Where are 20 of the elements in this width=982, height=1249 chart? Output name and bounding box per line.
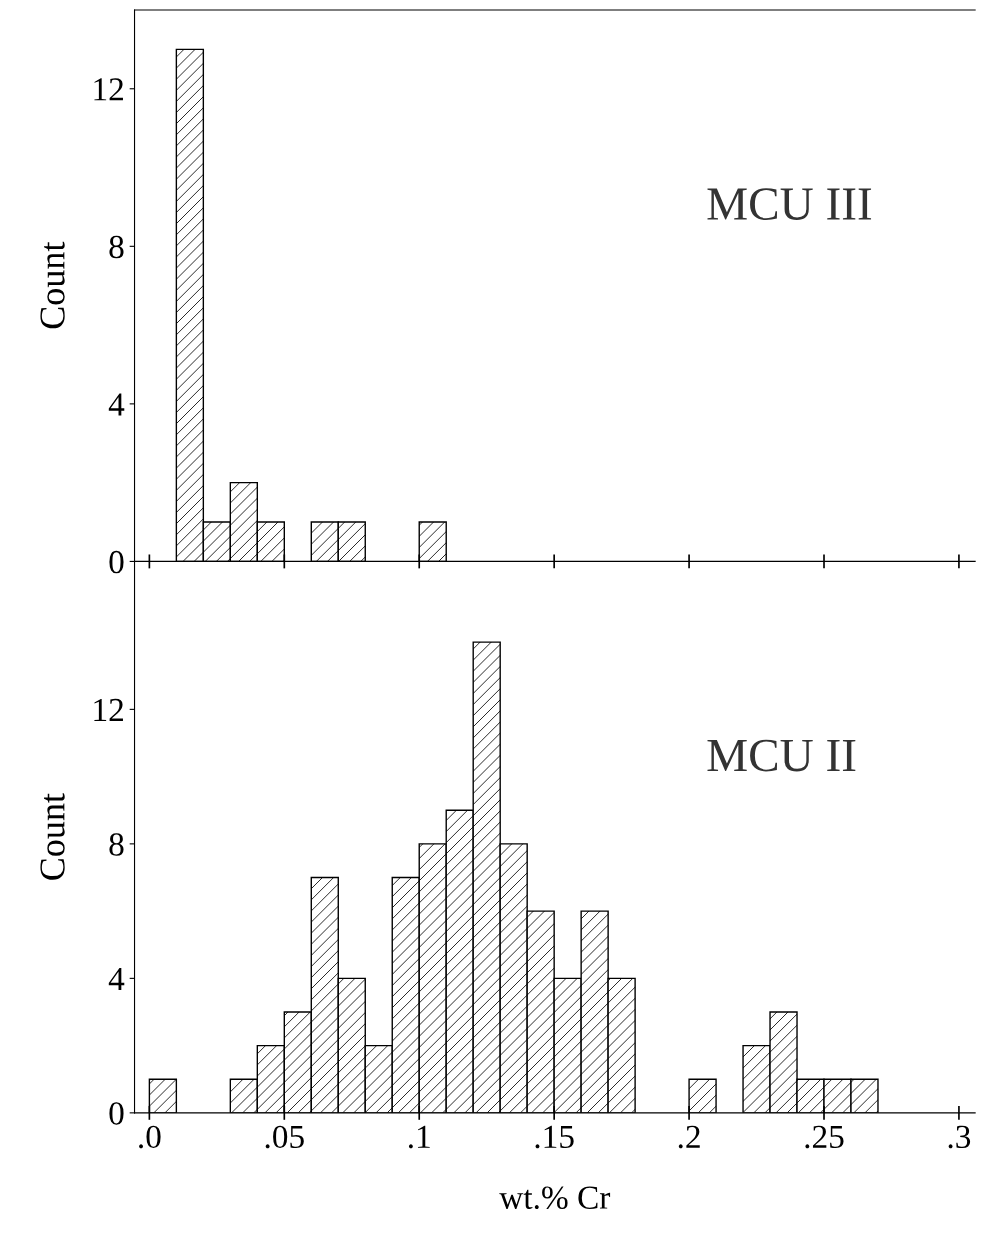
x-axis-title: wt.% Cr [499,1186,611,1210]
y-tick-label: 0 [109,1102,124,1125]
x-tick-label: .25 [805,1125,844,1149]
annotation: MCU II [707,739,856,772]
x-tick-label: .05 [265,1125,304,1149]
x-tick-label: .2 [678,1125,700,1149]
x-tick-label: .3 [948,1125,971,1149]
x-tick-label: .1 [408,1125,430,1149]
y-tick-label: 4 [108,967,125,990]
y-tick-label: 8 [109,235,124,259]
y-tick-label: 0 [109,550,124,574]
y-axis-title: Count [40,793,65,880]
x-tick-label: .15 [535,1125,574,1149]
y-tick-label: 12 [94,78,123,101]
y-tick-label: 4 [108,393,125,416]
x-tick-label: .0 [139,1125,161,1149]
y-tick-label: 12 [94,698,123,721]
y-tick-label: 8 [109,833,124,856]
annotation: MCU III [707,188,872,220]
y-axis-title: Count [40,241,65,329]
